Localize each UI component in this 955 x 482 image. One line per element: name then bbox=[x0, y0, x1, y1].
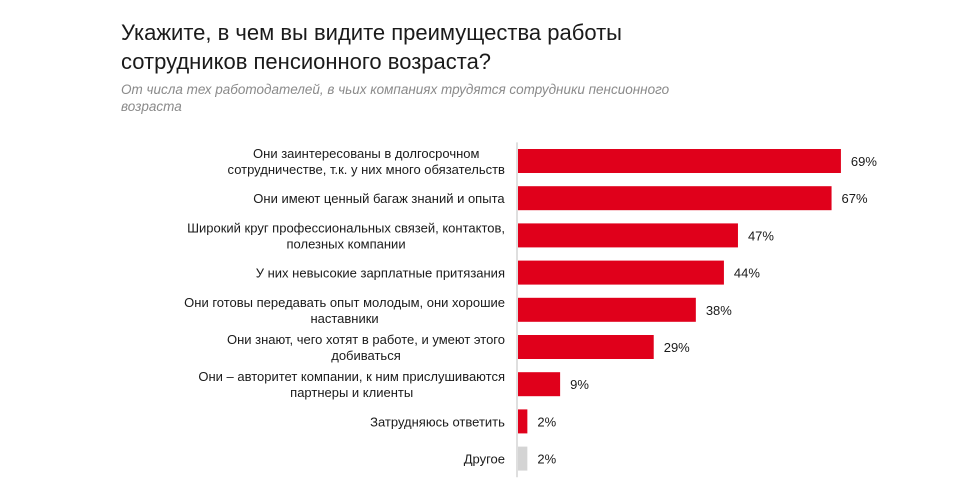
bar bbox=[518, 261, 724, 285]
category-label-line: Затрудняюсь ответить bbox=[370, 414, 505, 429]
value-label: 2% bbox=[537, 452, 556, 467]
category-label: Они знают, чего хотят в работе, и умеют … bbox=[227, 332, 505, 363]
category-label-line: Они заинтересованы в долгосрочном bbox=[253, 146, 479, 161]
bar bbox=[518, 298, 696, 322]
bars-group: 69% Они заинтересованы в долгосрочном сотр… bbox=[184, 146, 877, 471]
category-label: Они – авторитет компании, к ним прислуши… bbox=[198, 369, 505, 400]
category-label: Затрудняюсь ответить bbox=[370, 414, 505, 429]
category-label-line: Они готовы передавать опыт молодым, они … bbox=[184, 295, 505, 310]
value-label: 38% bbox=[706, 303, 732, 318]
category-label-line: полезных компании bbox=[287, 236, 406, 251]
value-label: 47% bbox=[748, 228, 774, 243]
category-label: Они имеют ценный багаж знаний и опыта bbox=[253, 191, 505, 206]
category-label-line: У них невысокие зарплатные притязания bbox=[256, 266, 505, 281]
category-label: У них невысокие зарплатные притязания bbox=[256, 266, 505, 281]
bar bbox=[518, 223, 738, 247]
category-label-line: Другое bbox=[464, 452, 505, 467]
value-label: 44% bbox=[734, 266, 760, 281]
value-label: 9% bbox=[570, 377, 589, 392]
category-label: Они готовы передавать опыт молодым, они … bbox=[184, 295, 505, 326]
value-label: 2% bbox=[537, 414, 556, 429]
category-label-line: наставники bbox=[310, 311, 378, 326]
category-label-line: Широкий круг профессиональных связей, ко… bbox=[187, 220, 505, 235]
bar bbox=[518, 372, 560, 396]
category-label-line: добиваться bbox=[331, 348, 401, 363]
category-label-line: Они имеют ценный багаж знаний и опыта bbox=[253, 191, 505, 206]
category-label: Широкий круг профессиональных связей, ко… bbox=[187, 220, 505, 251]
bar bbox=[518, 186, 832, 210]
bar bbox=[518, 335, 654, 359]
bar bbox=[518, 447, 527, 471]
value-label: 67% bbox=[842, 191, 868, 206]
bar bbox=[518, 149, 841, 173]
category-label: Другое bbox=[464, 452, 505, 467]
category-label-line: Они знают, чего хотят в работе, и умеют … bbox=[227, 332, 505, 347]
category-label-line: сотрудничестве, т.к. у них много обязате… bbox=[228, 162, 505, 177]
value-label: 69% bbox=[851, 154, 877, 169]
category-label-line: партнеры и клиенты bbox=[290, 385, 413, 400]
category-label-line: Они – авторитет компании, к ним прислуши… bbox=[198, 369, 505, 384]
value-label: 29% bbox=[664, 340, 690, 355]
bar bbox=[518, 409, 527, 433]
category-label: Они заинтересованы в долгосрочном сотрудн… bbox=[228, 146, 505, 177]
